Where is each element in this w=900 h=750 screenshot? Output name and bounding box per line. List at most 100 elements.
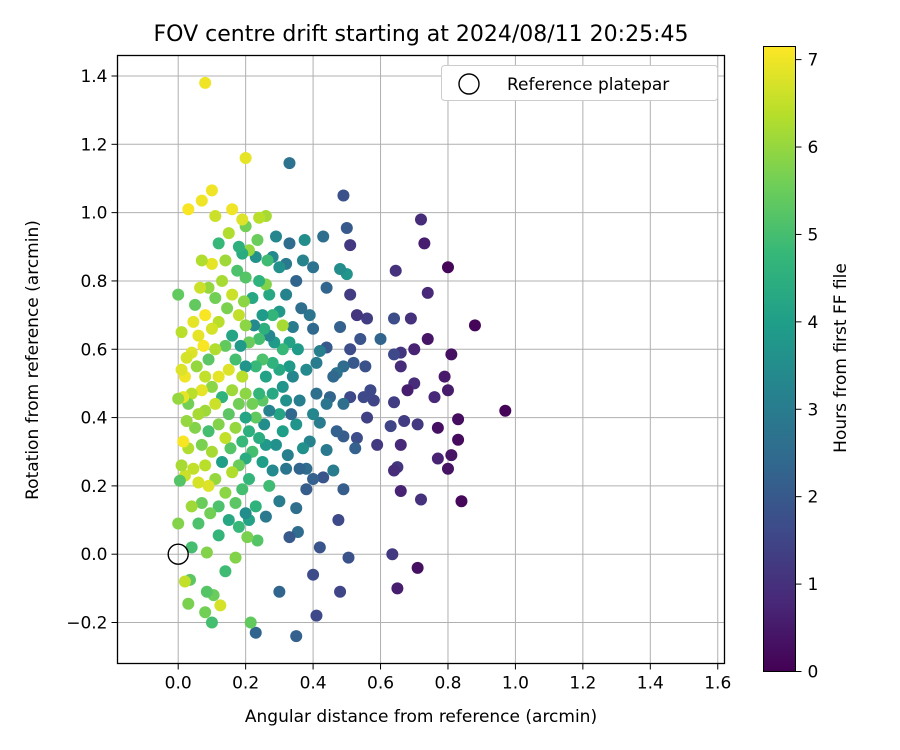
data-point [388, 348, 401, 361]
data-point [216, 455, 229, 468]
data-point [229, 353, 242, 366]
data-point [350, 432, 363, 445]
data-point [199, 309, 212, 322]
data-point [269, 230, 282, 243]
data-point [388, 396, 401, 409]
colorbar [763, 46, 796, 672]
colorbar-tick-label: 5 [808, 225, 819, 245]
data-point [286, 370, 299, 383]
data-point [344, 288, 357, 301]
data-point [172, 392, 185, 405]
data-point [258, 418, 271, 431]
data-point [266, 464, 279, 477]
data-point [283, 531, 296, 544]
data-point [190, 360, 203, 373]
data-point [209, 397, 222, 410]
colorbar-tick-label: 1 [808, 575, 819, 595]
colorbar-tick-label: 4 [808, 313, 819, 333]
data-point [199, 76, 212, 89]
data-point [320, 281, 333, 294]
data-point [445, 449, 458, 462]
data-point [349, 442, 362, 455]
data-point [199, 606, 212, 619]
data-point [276, 319, 289, 332]
data-point [219, 339, 232, 352]
data-point [359, 360, 372, 373]
data-point [290, 630, 303, 643]
data-point [199, 459, 212, 472]
data-point [386, 548, 399, 561]
x-tick-label: 1.2 [569, 674, 596, 694]
data-point [200, 546, 213, 559]
data-point [212, 237, 225, 250]
data-point [263, 404, 276, 417]
grid-lines [117, 55, 725, 664]
data-point [249, 360, 262, 373]
data-point [337, 189, 350, 202]
data-point [237, 295, 250, 308]
data-point [371, 438, 384, 451]
data-point [197, 339, 210, 352]
data-point [205, 322, 218, 335]
data-point [175, 459, 188, 472]
data-point [357, 391, 370, 404]
data-point [415, 213, 427, 226]
data-point [283, 360, 296, 373]
data-point [263, 479, 276, 492]
data-point [300, 483, 313, 496]
legend-box [441, 65, 718, 101]
data-point [280, 288, 293, 301]
data-point [317, 230, 330, 243]
data-point [389, 264, 402, 277]
data-point [212, 529, 225, 542]
x-tick-label: 0.8 [434, 674, 461, 694]
data-point [195, 384, 208, 397]
data-point [441, 261, 454, 274]
data-point [226, 288, 239, 301]
data-point [173, 474, 186, 487]
data-point [205, 445, 218, 458]
data-point [404, 312, 417, 325]
y-tick-label: 0.8 [80, 272, 107, 292]
x-tick-label: 1.0 [502, 674, 529, 694]
data-point [243, 473, 256, 486]
data-point [212, 418, 225, 431]
x-tick-label: 0.2 [232, 674, 259, 694]
data-point [226, 203, 239, 216]
data-point [281, 449, 294, 462]
data-point [182, 597, 195, 610]
data-point [273, 261, 286, 274]
data-point [354, 333, 367, 346]
data-point [327, 464, 340, 477]
data-point [361, 312, 374, 325]
data-point [175, 363, 188, 376]
data-point [445, 348, 458, 361]
data-point [248, 319, 261, 332]
data-point [408, 343, 421, 356]
data-point [342, 551, 355, 564]
data-point [296, 442, 309, 455]
data-point [256, 455, 269, 468]
data-point [253, 432, 266, 445]
data-point [195, 438, 208, 451]
data-point [205, 257, 218, 270]
x-axis-ticks: 0.0 0.2 0.4 0.6 0.8 1.0 1.2 1.4 1.6 [165, 663, 731, 694]
y-tick-label: 0.0 [80, 545, 107, 565]
data-point [261, 254, 274, 267]
data-point [194, 281, 207, 294]
x-axis-label: Angular distance from reference (arcmin) [245, 707, 597, 727]
data-point [307, 473, 320, 486]
data-point [187, 315, 200, 328]
data-point [374, 333, 387, 346]
data-point [178, 575, 191, 588]
colorbar-label: Hours from first FF file [831, 263, 851, 453]
data-point [394, 485, 407, 498]
data-point [394, 438, 407, 451]
data-point [195, 254, 208, 267]
data-point [205, 616, 218, 629]
data-point [249, 500, 262, 513]
data-point [251, 233, 264, 246]
data-point [209, 210, 222, 223]
data-point [236, 370, 249, 383]
data-point [266, 387, 279, 400]
